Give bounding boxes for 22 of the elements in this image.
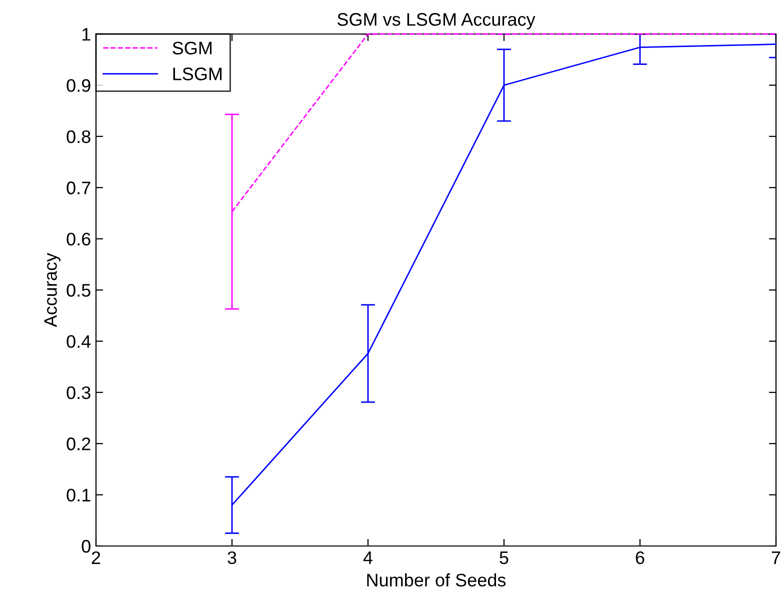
x-tick-label: 7 [772,552,780,564]
y-tick-label: 0.1 [66,488,90,502]
x-tick-label: 5 [500,552,508,564]
y-tick-label: 0.6 [66,232,90,246]
x-axis-title: Number of Seeds [367,573,506,587]
y-tick-label: 0 [82,540,90,553]
x-tick-label: 3 [228,551,236,564]
legend-label: SGM [172,42,212,54]
y-tick-label: 0.3 [66,386,90,400]
legend-label: LSGM [173,68,222,80]
x-tick-label: 2 [92,551,100,564]
y-tick-label: 1 [82,28,90,41]
y-axis-title: Accuracy [44,252,60,328]
y-tick-label: 0.7 [66,182,90,194]
y-tick-label: 0.9 [66,79,90,92]
x-tick-label: 6 [636,551,644,564]
y-tick-label: 0.2 [66,438,90,450]
y-tick-label: 0.8 [66,130,90,144]
y-tick-label: 0.5 [66,284,90,297]
x-tick-label: 4 [363,552,372,564]
y-tick-label: 0.4 [66,335,91,348]
chart-title: SGM vs LSGM Accuracy [337,13,536,30]
